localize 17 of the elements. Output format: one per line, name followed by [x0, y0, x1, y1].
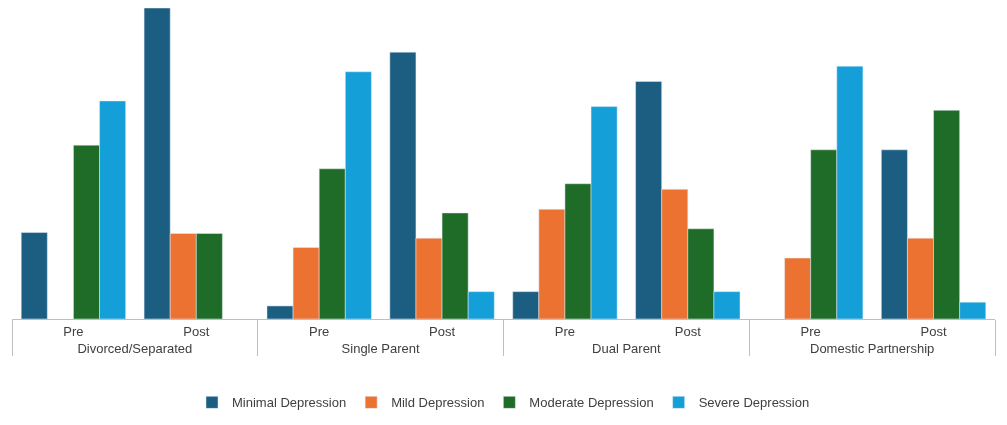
legend-label: Minimal Depression: [232, 395, 347, 411]
text: Domestic Partnership: [809, 340, 935, 356]
text: Dual Parent: [592, 340, 662, 356]
text: Divorced/Separated: [77, 340, 193, 356]
bar: [20, 232, 48, 319]
text: Single Parent: [341, 340, 421, 356]
legend-label: Moderate Depression: [529, 395, 654, 411]
x-tick-label: Post: [429, 323, 456, 339]
x-tick-label: Post: [183, 323, 210, 339]
x-tick-label: Pre: [800, 323, 821, 339]
x-tick-label: Post: [674, 323, 702, 339]
x-tick-label: Post: [920, 323, 947, 339]
x-tick-label: Pre: [554, 323, 576, 339]
x-tick-label: Pre: [309, 323, 330, 339]
legend-label: Severe Depression: [698, 395, 810, 411]
x-tick-label: Pre: [63, 323, 84, 339]
legend-label: Mild Depression: [391, 395, 485, 411]
